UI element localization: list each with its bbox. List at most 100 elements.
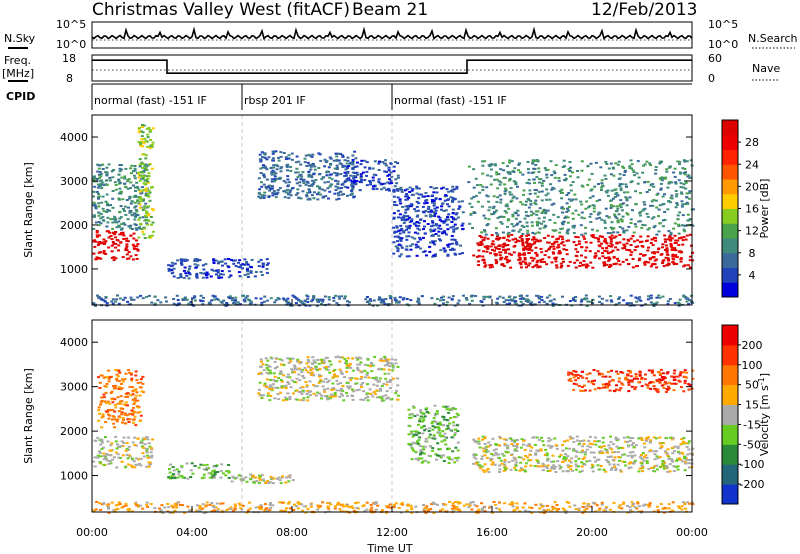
echo-cell: [639, 192, 642, 194]
echo-cell: [437, 427, 441, 429]
echo-cell: [141, 452, 145, 455]
echo-cell: [433, 437, 437, 440]
echo-cell: [577, 384, 581, 387]
echo-cell: [581, 449, 585, 452]
echo-cell: [630, 251, 634, 254]
echo-cell: [143, 137, 147, 140]
echo-cell: [387, 303, 391, 305]
echo-cell: [484, 246, 488, 249]
echo-cell: [503, 187, 507, 190]
echo-cell: [583, 463, 587, 466]
echo-cell: [569, 468, 573, 471]
echo-cell: [102, 446, 105, 449]
echo-cell: [265, 378, 269, 381]
echo-cell: [351, 357, 355, 360]
echo-cell: [108, 408, 112, 411]
echo-cell: [590, 188, 594, 191]
echo-cell: [629, 244, 633, 246]
echo-cell: [609, 435, 612, 438]
echo-cell: [369, 181, 372, 184]
echo-cell: [574, 455, 578, 458]
echo-cell: [679, 251, 683, 254]
echo-cell: [102, 455, 106, 457]
echo-cell: [99, 222, 103, 225]
echo-cell: [115, 373, 119, 376]
echo-cell: [407, 231, 411, 234]
echo-cell: [546, 192, 550, 195]
echo-cell: [499, 221, 503, 224]
echo-cell: [644, 373, 647, 376]
echo-cell: [514, 461, 518, 464]
echo-cell: [322, 359, 326, 362]
echo-cell: [524, 462, 528, 465]
echo-cell: [433, 404, 437, 407]
echo-cell: [320, 360, 324, 363]
echo-cell: [675, 193, 679, 196]
echo-cell: [581, 458, 585, 460]
echo-cell: [355, 382, 359, 385]
echo-cell: [164, 296, 168, 299]
echo-cell: [114, 300, 117, 303]
echo-cell: [509, 187, 513, 190]
echo-cell: [261, 262, 265, 265]
echo-cell: [258, 381, 262, 384]
echo-cell: [143, 168, 147, 170]
echo-cell: [306, 161, 310, 164]
echo-cell: [294, 302, 298, 304]
echo-cell: [121, 256, 125, 259]
echo-cell: [125, 253, 129, 256]
echo-cell: [446, 199, 450, 201]
echo-cell: [605, 247, 609, 250]
echo-cell: [363, 159, 367, 162]
echo-cell: [505, 258, 509, 261]
echo-cell: [683, 203, 687, 206]
echo-cell: [131, 458, 135, 461]
echo-cell: [527, 171, 531, 174]
echo-cell: [472, 454, 476, 457]
echo-cell: [643, 446, 647, 449]
echo-cell: [333, 373, 337, 376]
echo-cell: [389, 297, 393, 300]
echo-cell: [434, 253, 437, 256]
echo-cell: [539, 448, 543, 451]
echo-cell: [504, 251, 508, 254]
freq-unit: [MHz]: [2, 67, 34, 80]
echo-cell: [509, 468, 513, 471]
echo-cell: [389, 379, 392, 381]
echo-cell: [365, 371, 369, 374]
freq-tick-bottom: 8: [66, 72, 73, 85]
echo-cell: [296, 171, 300, 174]
echo-cell: [265, 268, 269, 270]
echo-cell: [518, 253, 521, 256]
echo-cell: [689, 159, 693, 162]
echo-cell: [614, 215, 617, 218]
echo-cell: [116, 375, 120, 378]
echo-cell: [265, 371, 269, 374]
echo-cell: [300, 368, 304, 371]
echo-cell: [610, 244, 614, 247]
echo-cell: [110, 418, 114, 421]
echo-cell: [522, 443, 525, 446]
echo-cell: [107, 417, 111, 420]
echo-cell: [323, 189, 327, 192]
echo-cell: [672, 227, 676, 230]
echo-cell: [677, 250, 681, 253]
echo-cell: [674, 241, 678, 244]
echo-cell: [345, 391, 348, 394]
echo-cell: [485, 456, 489, 459]
echo-cell: [438, 448, 442, 451]
echo-cell: [444, 194, 448, 197]
echo-cell: [104, 375, 108, 378]
echo-cell: [472, 456, 476, 459]
echo-cell: [666, 186, 670, 189]
echo-cell: [263, 295, 267, 298]
echo-cell: [373, 355, 377, 358]
echo-cell: [111, 408, 115, 411]
echo-cell: [352, 195, 356, 198]
echo-cell: [266, 368, 270, 371]
echo-cell: [142, 153, 146, 156]
echo-cell: [103, 300, 107, 303]
echo-cell: [104, 179, 108, 182]
echo-cell: [679, 186, 683, 189]
echo-cell: [668, 298, 672, 300]
